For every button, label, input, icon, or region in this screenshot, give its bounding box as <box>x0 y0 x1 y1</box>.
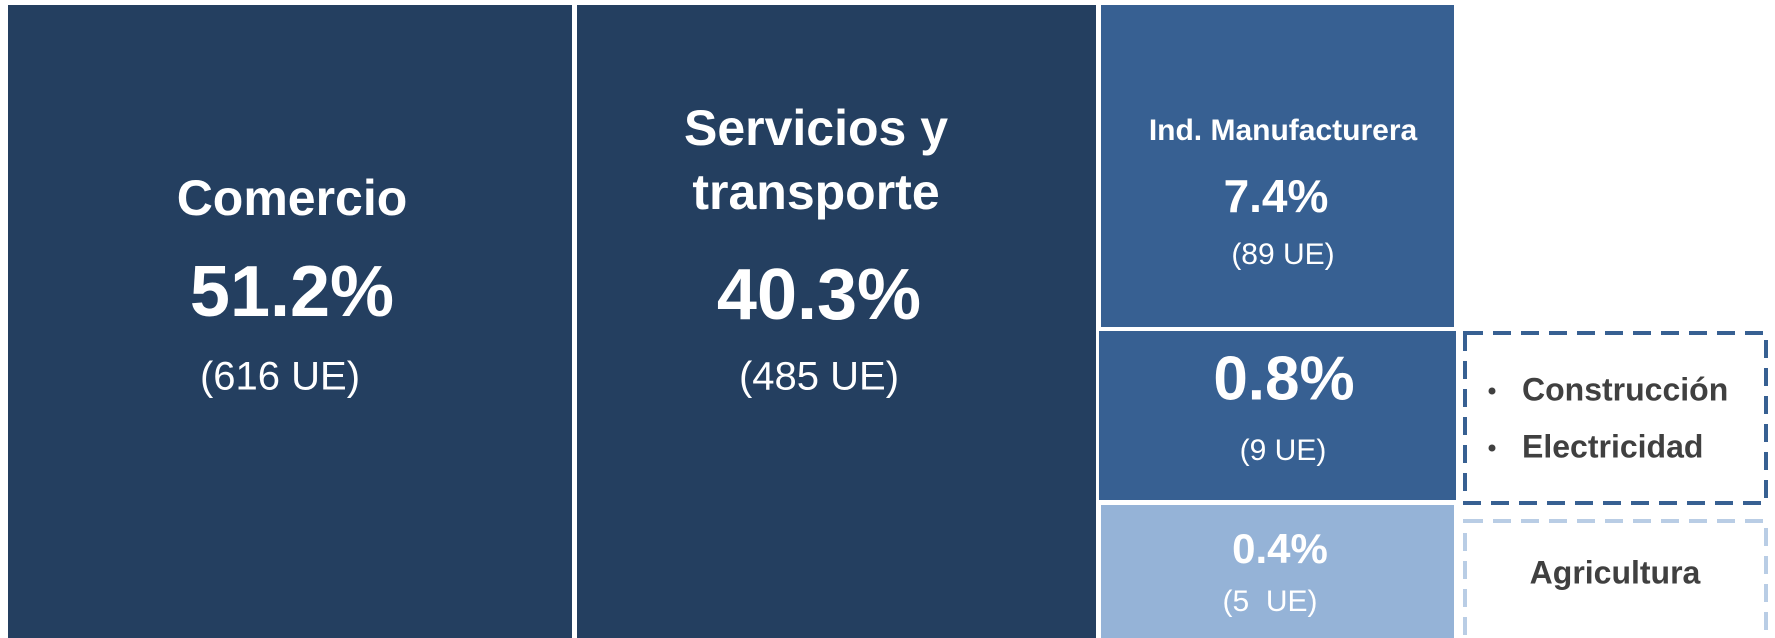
note-item: Construcción <box>1522 371 1728 407</box>
block <box>1101 505 1454 638</box>
block-share: 0.4% <box>1232 525 1328 572</box>
note-box <box>1463 331 1768 505</box>
bullet <box>1488 387 1496 395</box>
bullet <box>1488 444 1496 452</box>
block-units: (5 UE) <box>1222 585 1317 618</box>
block-units: (9 UE) <box>1240 434 1327 467</box>
note-label: Agricultura <box>1530 554 1701 590</box>
block-share: 0.8% <box>1213 344 1354 413</box>
block-units: (89 UE) <box>1231 238 1334 271</box>
block <box>8 5 572 638</box>
block-units: (616 UE) <box>200 355 360 399</box>
note-box <box>1463 519 1768 638</box>
block-label: Ind. Manufacturera <box>1149 114 1418 147</box>
block-share: 7.4% <box>1224 170 1329 222</box>
block <box>1099 331 1456 500</box>
block-share: 40.3% <box>717 255 921 335</box>
block-label: transporte <box>692 164 939 220</box>
block-label: Comercio <box>177 170 408 226</box>
block-share: 51.2% <box>190 252 394 332</box>
block <box>1101 5 1454 327</box>
block-label: Servicios y <box>684 100 948 156</box>
block <box>577 5 1096 638</box>
block-units: (485 UE) <box>739 355 899 399</box>
note-item: Electricidad <box>1522 428 1703 464</box>
